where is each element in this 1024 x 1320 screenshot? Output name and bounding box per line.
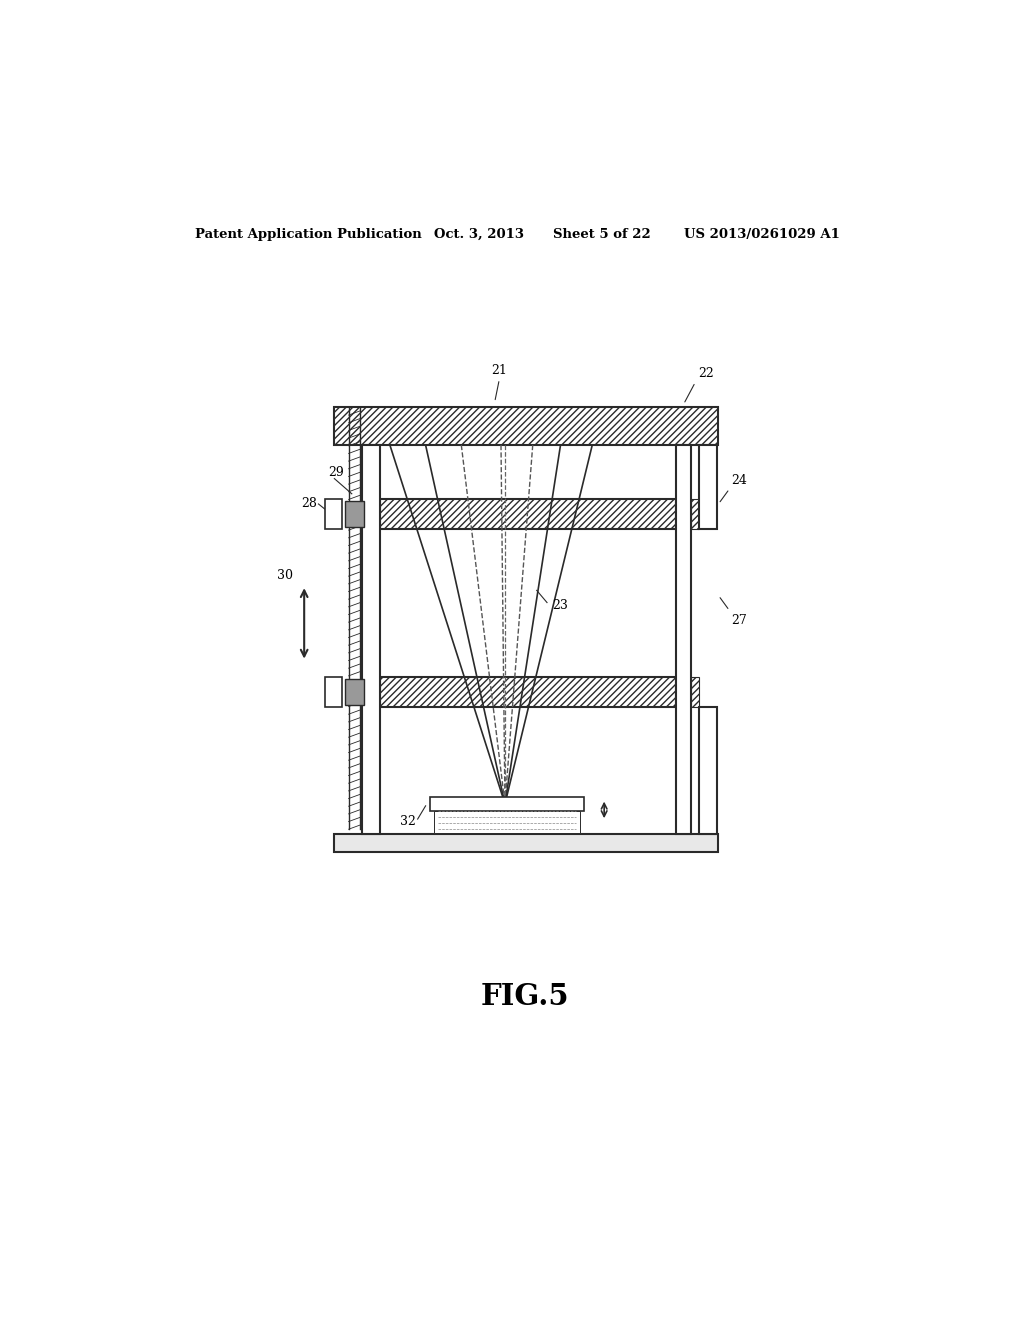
Text: 28: 28: [301, 498, 316, 511]
Bar: [345, 500, 365, 528]
Bar: [362, 445, 380, 834]
Bar: [325, 677, 342, 708]
Bar: [699, 445, 717, 529]
Text: FIG.5: FIG.5: [480, 982, 569, 1011]
Text: Sheet 5 of 22: Sheet 5 of 22: [553, 228, 650, 242]
Text: Patent Application Publication: Patent Application Publication: [196, 228, 422, 242]
Bar: [430, 797, 585, 810]
Bar: [380, 499, 676, 529]
Text: 21: 21: [492, 364, 507, 378]
Bar: [334, 834, 719, 851]
Bar: [676, 445, 691, 834]
Text: US 2013/0261029 A1: US 2013/0261029 A1: [684, 228, 840, 242]
Text: 24: 24: [731, 474, 748, 487]
Bar: [691, 677, 699, 708]
Bar: [334, 408, 719, 445]
Bar: [699, 708, 717, 834]
Bar: [325, 499, 342, 529]
Text: 29: 29: [328, 466, 344, 479]
Bar: [433, 810, 581, 833]
Bar: [345, 678, 365, 705]
Text: 22: 22: [697, 367, 714, 380]
Text: 30: 30: [278, 569, 293, 582]
Text: Oct. 3, 2013: Oct. 3, 2013: [433, 228, 523, 242]
Text: 27: 27: [731, 614, 746, 627]
Text: 23: 23: [553, 599, 568, 612]
Text: 32: 32: [400, 814, 416, 828]
Bar: [691, 499, 699, 529]
Bar: [380, 677, 676, 708]
